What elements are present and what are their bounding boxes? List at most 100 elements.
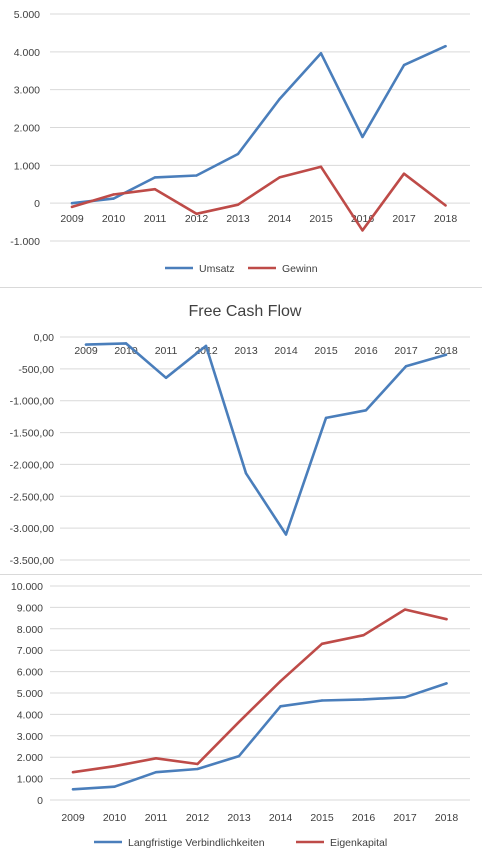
data-point — [113, 785, 116, 788]
x-tick-label: 2015 — [310, 812, 334, 824]
data-point — [71, 770, 75, 774]
data-point — [113, 764, 116, 768]
x-tick-label: 2017 — [393, 812, 417, 824]
y-tick-label: 6.000 — [17, 667, 43, 679]
data-point — [324, 416, 328, 420]
x-tick-label: 2010 — [103, 812, 127, 824]
data-point — [124, 342, 128, 345]
data-point — [153, 176, 157, 179]
data-point — [153, 187, 157, 191]
y-tick-label: 5.000 — [17, 688, 43, 700]
x-tick-label: 2011 — [155, 345, 178, 357]
chart-verbindlichkeiten-eigenkapital: 0 1.000 2.000 3.000 4.000 5.000 6.000 7.000 8.00… — [0, 575, 482, 863]
data-point — [279, 680, 282, 683]
y-tick-label: -2.500,00 — [10, 491, 55, 503]
chart-verbindlichkeiten-eigenkapital-svg: 0 1.000 2.000 3.000 4.000 5.000 6.000 7.000 8.00… — [11, 581, 470, 849]
x-tick-label: 2012 — [194, 345, 218, 357]
y-tick-label: 0 — [37, 795, 43, 807]
data-point — [112, 193, 115, 196]
legend-label: Eigenkapital — [330, 837, 387, 849]
x-tick-label: 2010 — [102, 213, 126, 225]
series-line-0 — [71, 682, 448, 791]
data-point — [154, 770, 158, 774]
x-tick-label: 2009 — [74, 345, 98, 357]
data-point — [284, 533, 288, 536]
data-point — [236, 203, 240, 206]
legend-label: Umsatz — [199, 263, 235, 275]
data-point — [444, 353, 448, 357]
y-tick-label: 2.000 — [14, 123, 40, 135]
y-tick-label: -500,00 — [18, 364, 54, 376]
data-point — [164, 376, 168, 379]
data-point — [402, 63, 406, 67]
y-tick-label: 4.000 — [17, 709, 43, 721]
x-tick-label: 2012 — [185, 213, 209, 225]
y-tick-label: 2.000 — [17, 752, 43, 764]
data-point — [196, 767, 199, 771]
data-point — [70, 201, 74, 205]
data-point — [362, 634, 365, 637]
x-tick-label: 2016 — [354, 345, 378, 357]
y-tick-label: 1.000 — [14, 160, 40, 172]
x-tick-label: 2018 — [435, 812, 459, 824]
data-point — [237, 754, 241, 758]
data-point — [444, 44, 447, 48]
y-tick-label: 0 — [34, 198, 40, 210]
data-point — [403, 608, 407, 611]
data-point — [404, 365, 408, 368]
data-point — [364, 409, 368, 412]
y-tick-label: 5.000 — [14, 9, 40, 21]
y-tick-label: 8.000 — [17, 624, 43, 636]
data-point — [204, 344, 208, 348]
data-point — [244, 472, 248, 475]
y-tick-label: -1.000,00 — [10, 396, 55, 408]
data-point — [361, 135, 364, 139]
y-tick-label: 7.000 — [17, 645, 43, 657]
chart-title: Free Cash Flow — [189, 303, 302, 320]
x-tick-label: 2015 — [309, 213, 333, 225]
chart-free-cash-flow: Free Cash Flow 0,00 -500,00 -1.000,00 -1.500… — [0, 288, 482, 575]
chart-free-cash-flow-svg: Free Cash Flow 0,00 -500,00 -1.000,00 -1.500… — [10, 303, 470, 567]
x-tick-label: 2013 — [227, 812, 251, 824]
data-point — [236, 152, 240, 156]
data-point — [278, 97, 281, 101]
data-point — [444, 204, 447, 207]
x-tick-label: 2017 — [392, 213, 416, 225]
y-tick-label: 0,00 — [34, 332, 55, 344]
x-tick-label: 2014 — [269, 812, 293, 824]
data-point — [320, 642, 324, 645]
y-tick-label: 1.000 — [17, 774, 43, 786]
x-tick-label: 2014 — [274, 345, 298, 357]
data-point — [84, 343, 88, 346]
x-tick-label: 2009 — [61, 812, 85, 824]
data-point — [320, 699, 324, 702]
x-tick-label: 2011 — [145, 812, 168, 824]
data-point — [195, 174, 198, 177]
x-tick-label: 2013 — [234, 345, 258, 357]
x-tick-label: 2018 — [434, 213, 458, 225]
x-tick-label: 2018 — [434, 345, 458, 357]
data-point — [112, 197, 115, 200]
legend-label: Langfristige Verbindlichkeiten — [128, 837, 265, 849]
data-point — [71, 788, 75, 791]
series-line-1 — [70, 165, 447, 232]
x-tick-label: 2015 — [314, 345, 338, 357]
y-tick-label: 9.000 — [17, 602, 43, 614]
x-tick-label: 2012 — [186, 812, 210, 824]
data-point — [319, 165, 323, 169]
y-tick-label: 4.000 — [14, 47, 40, 59]
y-tick-label: -2.000,00 — [10, 459, 55, 471]
y-tick-label: -3.000,00 — [10, 523, 55, 535]
data-point — [70, 205, 74, 209]
data-point — [361, 229, 364, 232]
x-tick-label: 2013 — [226, 213, 250, 225]
y-tick-label: -1.500,00 — [10, 428, 55, 440]
data-point — [237, 720, 241, 724]
x-tick-label: 2009 — [60, 213, 84, 225]
y-tick-label: 10.000 — [11, 581, 43, 593]
x-tick-label: 2011 — [144, 213, 167, 225]
x-tick-label: 2016 — [352, 812, 376, 824]
data-point — [319, 52, 323, 55]
data-point — [196, 762, 199, 766]
data-point — [362, 698, 365, 701]
